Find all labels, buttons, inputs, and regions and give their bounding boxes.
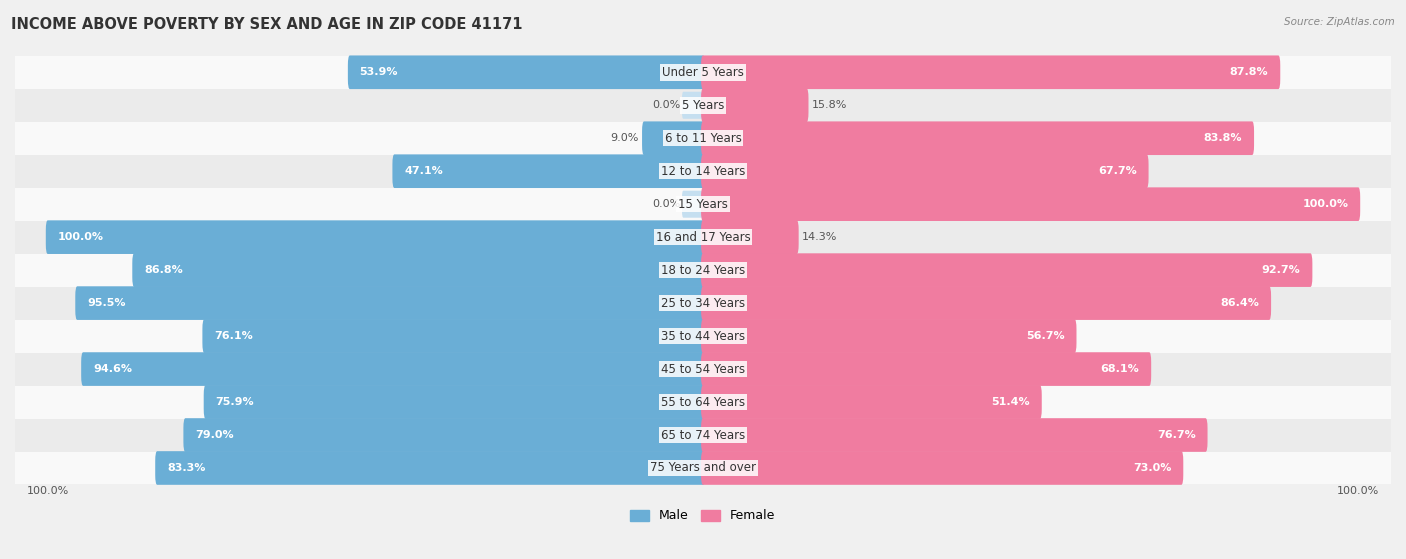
FancyBboxPatch shape: [702, 88, 808, 122]
Text: 100.0%: 100.0%: [1302, 199, 1348, 209]
FancyBboxPatch shape: [132, 253, 704, 287]
Text: 14.3%: 14.3%: [801, 232, 838, 242]
Bar: [15, 254, 1391, 287]
Text: 18 to 24 Years: 18 to 24 Years: [661, 264, 745, 277]
Text: 25 to 34 Years: 25 to 34 Years: [661, 297, 745, 310]
FancyBboxPatch shape: [76, 286, 704, 320]
Bar: [15, 452, 1391, 485]
Text: 86.8%: 86.8%: [143, 265, 183, 275]
FancyBboxPatch shape: [643, 121, 704, 155]
FancyBboxPatch shape: [46, 220, 704, 254]
Text: 6 to 11 Years: 6 to 11 Years: [665, 132, 741, 145]
Text: 83.3%: 83.3%: [167, 463, 205, 473]
Text: 15.8%: 15.8%: [811, 100, 848, 110]
Bar: [15, 221, 1391, 254]
Text: 56.7%: 56.7%: [1026, 331, 1064, 341]
FancyBboxPatch shape: [702, 418, 1208, 452]
Legend: Male, Female: Male, Female: [626, 504, 780, 527]
FancyBboxPatch shape: [702, 352, 1152, 386]
FancyBboxPatch shape: [702, 253, 1312, 287]
Text: 47.1%: 47.1%: [404, 166, 443, 176]
Text: 83.8%: 83.8%: [1204, 133, 1243, 143]
Bar: [15, 320, 1391, 353]
Text: 0.0%: 0.0%: [652, 100, 681, 110]
Text: 87.8%: 87.8%: [1230, 67, 1268, 77]
FancyBboxPatch shape: [202, 319, 704, 353]
FancyBboxPatch shape: [702, 451, 1184, 485]
Bar: [15, 419, 1391, 452]
Text: 5 Years: 5 Years: [682, 99, 724, 112]
Text: 51.4%: 51.4%: [991, 397, 1031, 407]
Text: 35 to 44 Years: 35 to 44 Years: [661, 330, 745, 343]
Text: 75.9%: 75.9%: [215, 397, 254, 407]
Bar: [15, 56, 1391, 89]
FancyBboxPatch shape: [702, 220, 799, 254]
Text: 67.7%: 67.7%: [1098, 166, 1137, 176]
Text: Under 5 Years: Under 5 Years: [662, 66, 744, 79]
FancyBboxPatch shape: [702, 385, 1042, 419]
Bar: [15, 287, 1391, 320]
FancyBboxPatch shape: [702, 319, 1077, 353]
FancyBboxPatch shape: [183, 418, 704, 452]
Bar: [15, 386, 1391, 419]
Text: 9.0%: 9.0%: [610, 133, 638, 143]
Text: Source: ZipAtlas.com: Source: ZipAtlas.com: [1284, 17, 1395, 27]
Text: 79.0%: 79.0%: [195, 430, 233, 440]
Text: 100.0%: 100.0%: [1337, 486, 1379, 496]
Text: 55 to 64 Years: 55 to 64 Years: [661, 396, 745, 409]
FancyBboxPatch shape: [392, 154, 704, 188]
Text: 92.7%: 92.7%: [1261, 265, 1301, 275]
Text: 94.6%: 94.6%: [93, 364, 132, 374]
FancyBboxPatch shape: [204, 385, 704, 419]
Text: 73.0%: 73.0%: [1133, 463, 1171, 473]
Text: 0.0%: 0.0%: [652, 199, 681, 209]
FancyBboxPatch shape: [702, 286, 1271, 320]
Text: 45 to 54 Years: 45 to 54 Years: [661, 363, 745, 376]
Text: 95.5%: 95.5%: [87, 298, 125, 308]
Text: 68.1%: 68.1%: [1101, 364, 1139, 374]
FancyBboxPatch shape: [702, 154, 1149, 188]
Text: 65 to 74 Years: 65 to 74 Years: [661, 429, 745, 442]
Text: 86.4%: 86.4%: [1220, 298, 1260, 308]
Text: 15 Years: 15 Years: [678, 198, 728, 211]
Text: 12 to 14 Years: 12 to 14 Years: [661, 165, 745, 178]
FancyBboxPatch shape: [82, 352, 704, 386]
FancyBboxPatch shape: [682, 191, 704, 217]
Bar: [15, 89, 1391, 122]
FancyBboxPatch shape: [702, 121, 1254, 155]
FancyBboxPatch shape: [702, 55, 1281, 89]
Text: 100.0%: 100.0%: [58, 232, 104, 242]
FancyBboxPatch shape: [155, 451, 704, 485]
Text: 76.1%: 76.1%: [214, 331, 253, 341]
Text: 53.9%: 53.9%: [360, 67, 398, 77]
Bar: [15, 188, 1391, 221]
Text: 75 Years and over: 75 Years and over: [650, 462, 756, 475]
Text: 100.0%: 100.0%: [27, 486, 69, 496]
FancyBboxPatch shape: [682, 92, 704, 119]
Text: 16 and 17 Years: 16 and 17 Years: [655, 231, 751, 244]
FancyBboxPatch shape: [347, 55, 704, 89]
Bar: [15, 353, 1391, 386]
Bar: [15, 122, 1391, 155]
Bar: [15, 155, 1391, 188]
FancyBboxPatch shape: [702, 187, 1360, 221]
Text: 76.7%: 76.7%: [1157, 430, 1195, 440]
Text: INCOME ABOVE POVERTY BY SEX AND AGE IN ZIP CODE 41171: INCOME ABOVE POVERTY BY SEX AND AGE IN Z…: [11, 17, 523, 32]
